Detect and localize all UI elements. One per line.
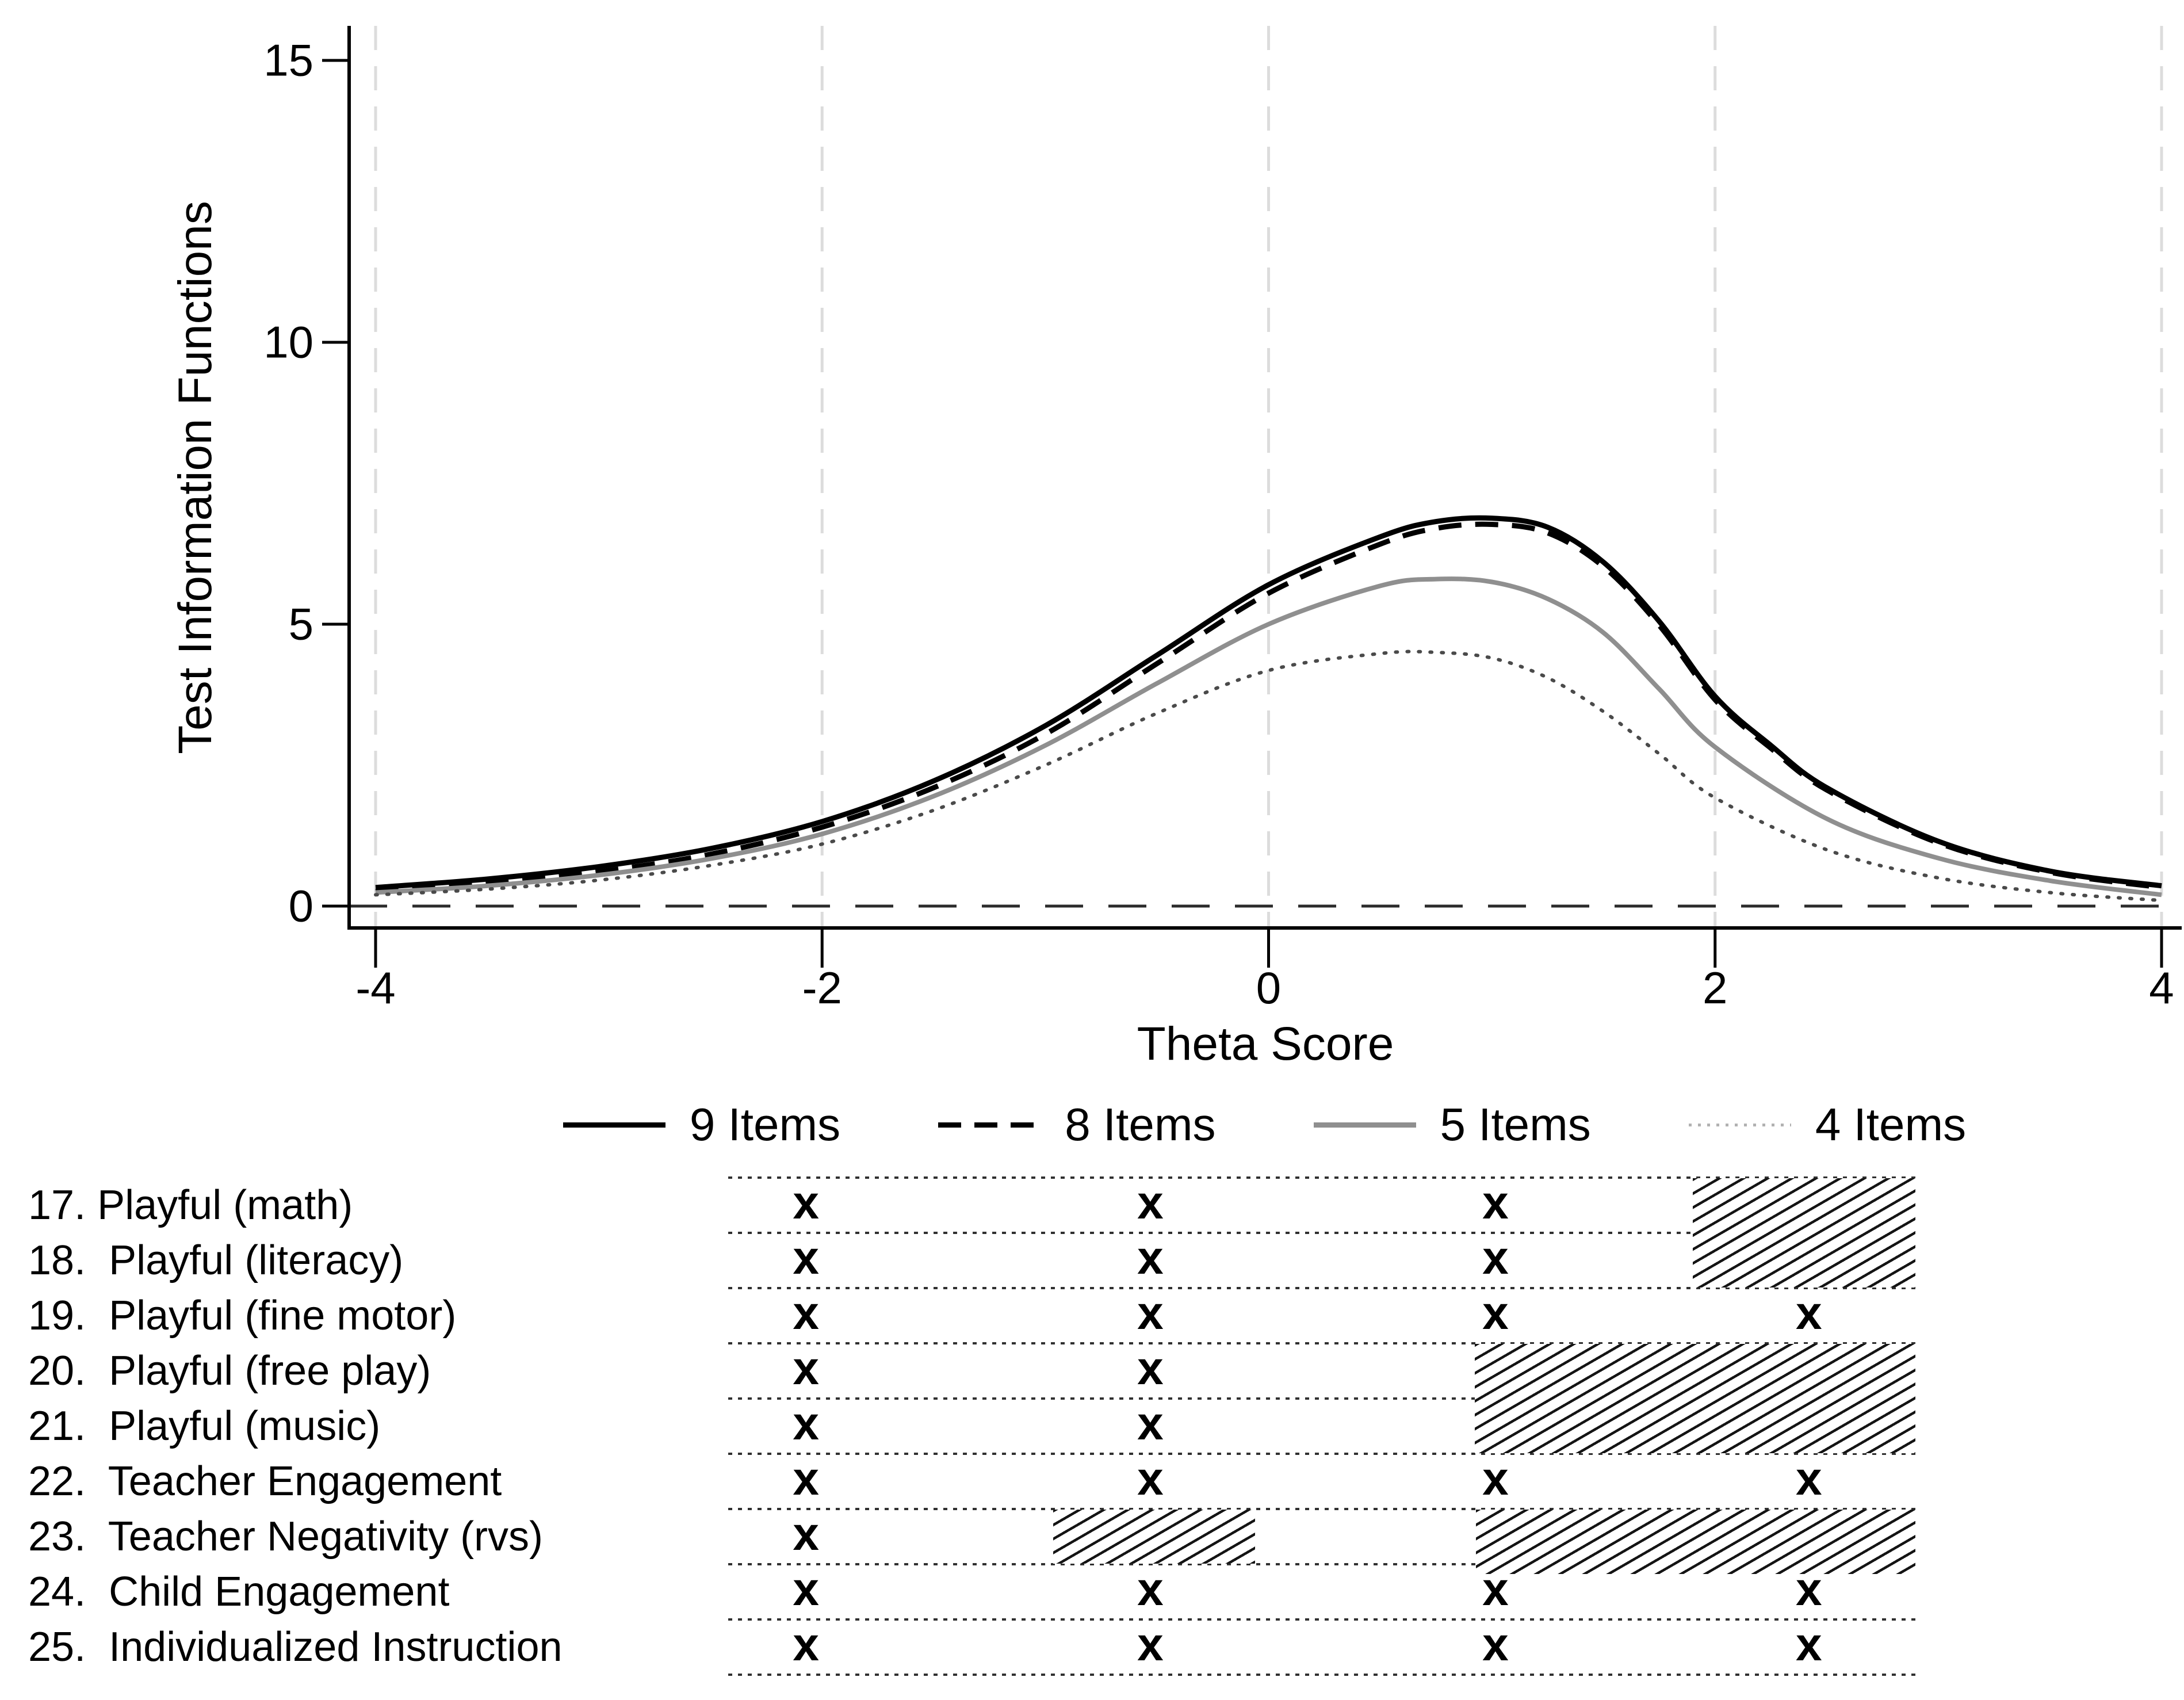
item-mark: x [793,1287,819,1340]
legend-swatch-dashed-black [938,1122,1041,1128]
series-curve-5-items [375,576,2162,897]
row-separator [728,1342,1915,1344]
row-separator [728,1618,1915,1621]
item-mark: x [1796,1287,1822,1340]
x-tick-label: 4 [2149,962,2174,1013]
y-tick-label: 0 [288,880,313,931]
item-mark: x [1137,1618,1164,1671]
item-mark: x [1482,1287,1509,1340]
item-row-label: 20. Playful (free play) [28,1348,431,1394]
item-mark: x [1137,1176,1164,1229]
item-mark: x [793,1508,819,1561]
item-mark: x [793,1618,819,1671]
item-row-label: 23. Teacher Negativity (rvs) [28,1514,544,1560]
row-separator [728,1176,1915,1179]
y-tick-label: 10 [263,316,313,368]
hatched-region [1475,1344,1915,1453]
item-row-label: 24. Child Engagement [28,1569,450,1615]
item-mark: x [1137,1232,1164,1285]
item-mark: x [1482,1232,1509,1285]
item-mark: x [1796,1618,1822,1671]
y-axis-title: Test Information Functions [169,201,221,754]
legend-label: 5 Items [1440,1099,1591,1150]
legend-item-4-items: 4 Items [1688,1098,1967,1151]
hatched-region [1475,1510,1915,1575]
legend-item-5-items: 5 Items [1313,1098,1591,1151]
chart-legend: 9 Items 8 Items 5 Items 4 Items [349,1093,2180,1156]
item-mark: x [793,1453,819,1506]
row-separator [728,1674,1915,1676]
item-mark: x [793,1563,819,1616]
x-tick-label: -2 [802,962,842,1013]
legend-label: 9 Items [689,1099,841,1150]
series-curve-8-items [375,521,2162,894]
tif-line-chart [322,26,2182,968]
item-mark: x [1482,1563,1509,1616]
hatched-region [1693,1178,1915,1288]
item-mark: x [1137,1397,1164,1450]
row-separator [728,1397,1915,1400]
row-separator [728,1287,1915,1289]
item-mark: x [1482,1453,1509,1506]
item-mark: x [1796,1453,1822,1506]
item-row-label: 22. Teacher Engagement [28,1458,502,1504]
row-separator [728,1453,1915,1455]
item-mark: x [793,1397,819,1450]
x-axis-title: Theta Score [1137,1018,1394,1070]
row-separator [728,1508,1915,1510]
item-mark: x [793,1232,819,1285]
item-mark: x [1482,1176,1509,1229]
row-separator [728,1232,1915,1234]
series-curve-4-items [374,650,2163,903]
legend-label: 4 Items [1815,1099,1967,1150]
item-row-label: 18. Playful (literacy) [28,1237,404,1283]
item-mark: x [1137,1563,1164,1616]
item-mark: x [1137,1342,1164,1395]
legend-item-9-items: 9 Items [563,1098,840,1151]
item-mark: x [1137,1287,1164,1340]
item-mark: x [1796,1563,1822,1616]
item-row-labels: 17. Playful (math) 18. Playful (literacy)… [28,1176,718,1676]
legend-swatch-solid-gray [1313,1122,1416,1128]
x-tick-label: 2 [1703,962,1728,1013]
item-row-label: 17. Playful (math) [28,1182,353,1228]
x-tick-label: 0 [1256,962,1282,1013]
y-tick-label: 5 [288,598,313,650]
item-row-label: 25. Individualized Instruction [28,1624,563,1670]
item-mark: x [793,1176,819,1229]
legend-swatch-dotted-gray [1688,1123,1791,1126]
legend-label: 8 Items [1065,1099,1216,1150]
row-separator [728,1563,1915,1565]
item-mark: x [793,1342,819,1395]
hatched-region [1053,1510,1255,1564]
x-tick-label: -4 [355,962,396,1013]
item-mark: x [1482,1618,1509,1671]
item-row-label: 19. Playful (fine motor) [28,1293,457,1339]
y-tick-label: 15 [263,35,313,86]
legend-swatch-solid-black [563,1122,665,1128]
item-row-label: 21. Playful (music) [28,1403,381,1449]
legend-item-8-items: 8 Items [938,1098,1216,1151]
item-mark: x [1137,1453,1164,1506]
